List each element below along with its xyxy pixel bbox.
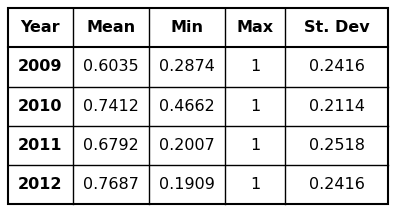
Text: 0.7412: 0.7412: [83, 99, 139, 114]
Text: 0.2007: 0.2007: [159, 138, 215, 153]
Text: 2010: 2010: [18, 99, 63, 114]
Text: 0.1909: 0.1909: [159, 177, 215, 192]
Text: Year: Year: [21, 20, 60, 35]
Text: 0.2114: 0.2114: [309, 99, 365, 114]
Text: 0.7687: 0.7687: [83, 177, 139, 192]
Text: 2012: 2012: [18, 177, 63, 192]
Text: 1: 1: [250, 177, 260, 192]
Text: 0.2416: 0.2416: [309, 177, 365, 192]
Text: 0.2874: 0.2874: [159, 59, 215, 74]
Text: 0.6035: 0.6035: [83, 59, 138, 74]
Text: 0.4662: 0.4662: [159, 99, 215, 114]
Text: Mean: Mean: [86, 20, 135, 35]
Text: 0.2518: 0.2518: [309, 138, 365, 153]
Text: Max: Max: [236, 20, 274, 35]
Text: 1: 1: [250, 59, 260, 74]
Text: Min: Min: [170, 20, 203, 35]
Text: 2011: 2011: [18, 138, 63, 153]
Text: 0.2416: 0.2416: [309, 59, 365, 74]
Text: 1: 1: [250, 99, 260, 114]
Text: 1: 1: [250, 138, 260, 153]
Text: St. Dev: St. Dev: [304, 20, 369, 35]
Text: 0.6792: 0.6792: [83, 138, 139, 153]
Text: 2009: 2009: [18, 59, 63, 74]
